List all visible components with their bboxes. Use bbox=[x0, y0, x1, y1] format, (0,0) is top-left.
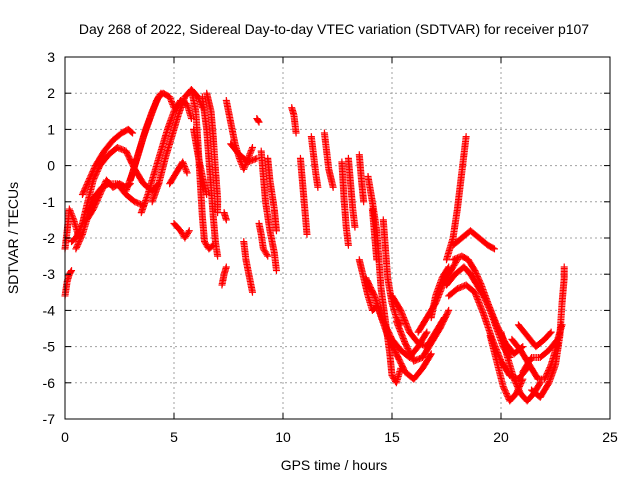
y-tick-label: -2 bbox=[43, 230, 56, 246]
y-tick-label: -7 bbox=[43, 411, 56, 427]
data-point-track bbox=[379, 216, 405, 329]
data-point-track bbox=[203, 89, 222, 217]
x-axis-label: GPS time / hours bbox=[281, 457, 388, 473]
data-point-track bbox=[257, 147, 280, 275]
data-point-track bbox=[320, 129, 337, 191]
x-tick-labels: 0 5 10 15 20 25 bbox=[61, 429, 618, 445]
y-tick-label: -5 bbox=[43, 339, 56, 355]
data-point-track bbox=[198, 93, 222, 260]
data-point-track bbox=[126, 89, 165, 184]
y-tick-labels: -7 -6 -5 -4 -3 -2 -1 0 1 2 3 bbox=[43, 49, 56, 427]
y-axis-label: SDTVAR / TECUs bbox=[5, 182, 21, 294]
chart-title: Day 268 of 2022, Sidereal Day-to-day VTE… bbox=[79, 21, 589, 37]
data-point-track bbox=[355, 151, 368, 206]
data-point-track bbox=[449, 227, 498, 253]
y-tick-label: -1 bbox=[43, 194, 56, 210]
data-point-track bbox=[137, 96, 195, 217]
data-point-track bbox=[427, 263, 453, 322]
x-tick-label: 20 bbox=[493, 429, 509, 445]
x-tick-label: 25 bbox=[602, 429, 618, 445]
y-tick-label: 1 bbox=[47, 121, 55, 137]
axis-ticks bbox=[64, 56, 611, 420]
y-tick-label: 2 bbox=[47, 85, 55, 101]
y-tick-label: -3 bbox=[43, 266, 56, 282]
data-point-track bbox=[61, 267, 76, 300]
data-point-track bbox=[220, 209, 230, 224]
data-point-track bbox=[190, 125, 211, 199]
data-point-track bbox=[375, 306, 435, 383]
data-point-track bbox=[307, 133, 322, 191]
data-point-track bbox=[255, 220, 272, 260]
data-point-track bbox=[528, 263, 568, 401]
data-points bbox=[61, 86, 568, 405]
data-point-track bbox=[240, 238, 256, 296]
data-point-track bbox=[392, 306, 453, 365]
data-point-track bbox=[218, 263, 230, 289]
data-point-track bbox=[368, 205, 381, 264]
x-tick-label: 10 bbox=[275, 429, 291, 445]
x-tick-label: 15 bbox=[384, 429, 400, 445]
data-point-track bbox=[514, 321, 555, 351]
data-point-track bbox=[443, 133, 470, 264]
x-tick-label: 0 bbox=[61, 429, 69, 445]
data-point-track bbox=[78, 125, 137, 199]
data-point-track bbox=[166, 158, 191, 188]
data-point-track bbox=[344, 154, 359, 231]
y-tick-label: 0 bbox=[47, 158, 55, 174]
data-point-track bbox=[296, 154, 311, 238]
data-point-track bbox=[227, 140, 261, 166]
data-point-track bbox=[253, 115, 263, 126]
y-tick-label: -4 bbox=[43, 302, 56, 318]
data-point-track bbox=[264, 154, 280, 235]
y-tick-label: -6 bbox=[43, 375, 56, 391]
data-point-track bbox=[83, 180, 147, 217]
data-point-track bbox=[338, 158, 352, 249]
data-point-track bbox=[288, 104, 300, 137]
y-tick-label: 3 bbox=[47, 49, 55, 65]
x-tick-label: 5 bbox=[170, 429, 178, 445]
data-point-track bbox=[170, 220, 193, 242]
